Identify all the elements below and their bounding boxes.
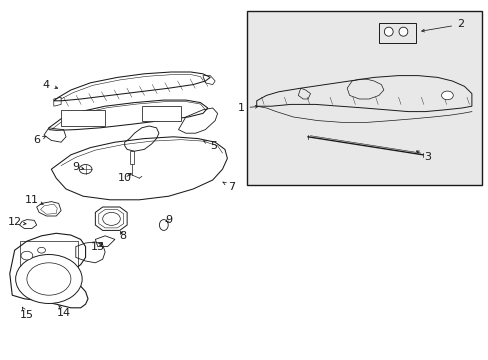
Text: 8: 8 bbox=[120, 231, 126, 241]
Circle shape bbox=[16, 255, 82, 303]
Text: 10: 10 bbox=[118, 173, 131, 183]
Ellipse shape bbox=[159, 220, 168, 230]
Bar bbox=[142, 106, 181, 121]
Text: 1: 1 bbox=[237, 103, 258, 113]
Text: 12: 12 bbox=[8, 217, 26, 228]
Text: 9: 9 bbox=[72, 162, 83, 172]
Text: 6: 6 bbox=[33, 135, 46, 145]
Text: 5: 5 bbox=[203, 141, 216, 151]
Circle shape bbox=[38, 247, 45, 253]
Text: 9: 9 bbox=[165, 215, 172, 225]
Text: 4: 4 bbox=[43, 80, 58, 90]
Text: 11: 11 bbox=[25, 195, 43, 205]
Circle shape bbox=[102, 212, 120, 225]
Ellipse shape bbox=[398, 27, 407, 36]
Circle shape bbox=[441, 91, 452, 100]
Text: 3: 3 bbox=[416, 151, 430, 162]
Bar bbox=[20, 241, 78, 270]
Text: 13: 13 bbox=[91, 242, 104, 252]
Text: 15: 15 bbox=[20, 307, 34, 320]
Bar bbox=[246, 11, 481, 185]
Circle shape bbox=[79, 165, 92, 174]
Text: 7: 7 bbox=[223, 182, 235, 192]
Bar bbox=[61, 110, 105, 126]
Bar bbox=[378, 23, 415, 43]
Text: 2: 2 bbox=[421, 19, 463, 32]
Text: 14: 14 bbox=[57, 305, 70, 318]
Ellipse shape bbox=[384, 27, 392, 36]
Circle shape bbox=[21, 251, 33, 260]
